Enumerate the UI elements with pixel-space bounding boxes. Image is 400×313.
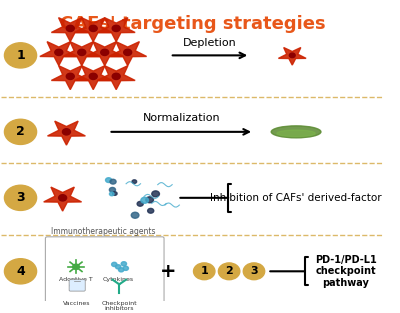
Circle shape: [116, 265, 121, 269]
Text: Normalization: Normalization: [142, 113, 220, 123]
Circle shape: [110, 179, 116, 184]
Text: Cytokines: Cytokines: [102, 277, 134, 282]
Polygon shape: [44, 187, 82, 211]
Circle shape: [123, 266, 128, 270]
Text: Inhibition of CAFs' derived-factor: Inhibition of CAFs' derived-factor: [210, 193, 382, 203]
Circle shape: [66, 25, 74, 32]
Circle shape: [132, 180, 137, 183]
Circle shape: [112, 192, 117, 195]
Circle shape: [55, 49, 63, 55]
Circle shape: [112, 73, 120, 80]
Circle shape: [73, 264, 79, 269]
Circle shape: [4, 43, 36, 68]
Circle shape: [109, 187, 116, 192]
Text: Checkpoint
inhibitors: Checkpoint inhibitors: [102, 301, 137, 311]
Polygon shape: [48, 121, 85, 145]
FancyBboxPatch shape: [69, 280, 85, 291]
Circle shape: [4, 185, 36, 210]
Polygon shape: [278, 48, 306, 65]
Text: Adoptive T
cells: Adoptive T cells: [59, 277, 93, 288]
Circle shape: [289, 53, 295, 58]
Circle shape: [148, 208, 154, 213]
Circle shape: [66, 73, 74, 80]
Polygon shape: [51, 66, 89, 90]
Text: 1: 1: [200, 266, 208, 276]
Circle shape: [62, 129, 70, 135]
Polygon shape: [86, 42, 124, 66]
Ellipse shape: [277, 130, 315, 137]
Polygon shape: [97, 18, 135, 42]
Text: 2: 2: [16, 125, 25, 138]
Polygon shape: [63, 42, 101, 66]
Text: 3: 3: [16, 191, 25, 204]
Polygon shape: [97, 66, 135, 90]
Circle shape: [110, 192, 114, 196]
Circle shape: [101, 49, 109, 55]
Text: Vaccines: Vaccines: [64, 301, 91, 306]
Text: Depletion: Depletion: [183, 38, 237, 48]
Circle shape: [112, 262, 117, 266]
FancyBboxPatch shape: [46, 237, 164, 306]
Circle shape: [121, 262, 126, 266]
Text: Immunotherapeutic agents: Immunotherapeutic agents: [51, 227, 156, 236]
Polygon shape: [74, 66, 112, 90]
Text: 4: 4: [16, 265, 25, 278]
Circle shape: [4, 259, 36, 284]
Polygon shape: [109, 42, 147, 66]
Circle shape: [4, 119, 36, 144]
Text: 3: 3: [250, 266, 258, 276]
Circle shape: [112, 25, 120, 32]
Circle shape: [137, 201, 143, 206]
Circle shape: [141, 197, 148, 203]
Text: 2: 2: [225, 266, 233, 276]
Circle shape: [243, 263, 265, 280]
Ellipse shape: [271, 126, 321, 138]
Circle shape: [59, 195, 67, 201]
Polygon shape: [74, 18, 112, 42]
Circle shape: [131, 212, 139, 218]
Polygon shape: [51, 18, 89, 42]
Circle shape: [146, 197, 154, 203]
Text: PD-1/PD-L1
checkpoint
pathway: PD-1/PD-L1 checkpoint pathway: [315, 255, 377, 288]
Text: +: +: [160, 262, 176, 281]
Circle shape: [218, 263, 240, 280]
Text: 1: 1: [16, 49, 25, 62]
Circle shape: [89, 25, 97, 32]
Text: CAFs' targeting strategies: CAFs' targeting strategies: [60, 15, 326, 33]
Circle shape: [78, 49, 86, 55]
Polygon shape: [40, 42, 78, 66]
Circle shape: [118, 268, 124, 272]
Circle shape: [124, 49, 132, 55]
Circle shape: [106, 178, 112, 182]
Circle shape: [194, 263, 215, 280]
Circle shape: [152, 191, 160, 197]
Circle shape: [89, 73, 97, 80]
